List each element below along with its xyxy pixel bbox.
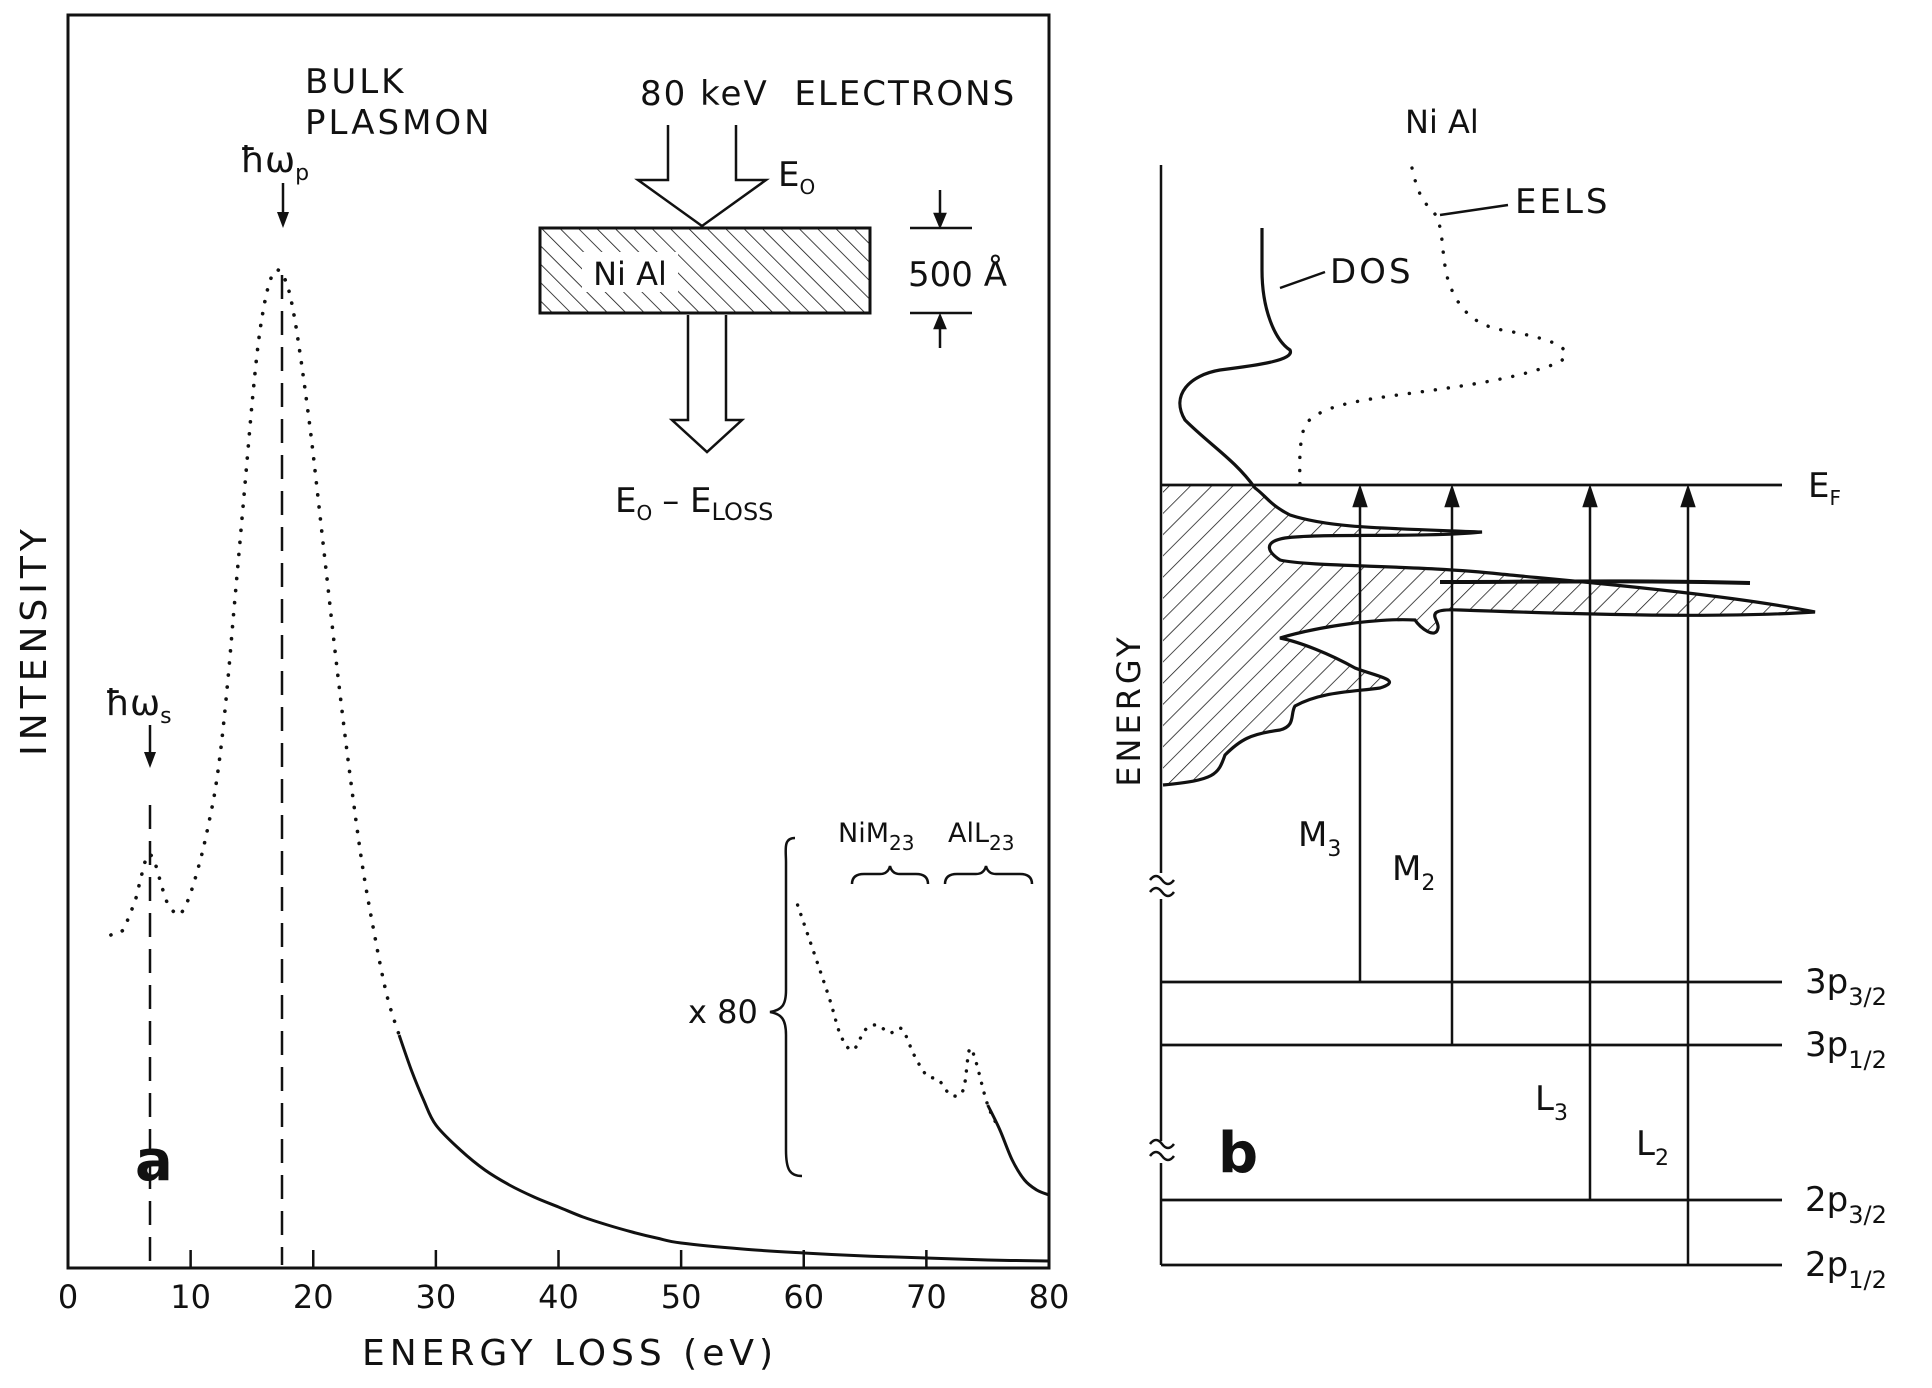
y-axis-label: INTENSITY	[14, 524, 55, 756]
plasmon-label: PLASMON	[305, 103, 493, 143]
panel-b: Ni Al ENERGY EELS DOS EF	[1110, 103, 1887, 1294]
level-3p32-label: 3p3/2	[1805, 962, 1887, 1011]
omega-p-label: ħωp	[240, 140, 309, 186]
x80-brace	[769, 836, 803, 1178]
eels-leader	[1439, 203, 1509, 217]
l2-label: L2	[1636, 1124, 1669, 1171]
spectrum-dotted-curve	[109, 268, 401, 1037]
e0-label: EO	[778, 155, 815, 199]
transition-arrows	[1352, 484, 1696, 1265]
l3-label: L3	[1535, 1079, 1568, 1126]
panel-a-frame	[66, 13, 1051, 1270]
x80-spectrum-dotted	[795, 903, 1002, 1132]
sample-label-bg	[582, 252, 678, 292]
x-axis-tick-labels: 0 10 20 30 40 50 60 70 80	[58, 1278, 1070, 1316]
x-axis-ticks	[66, 1250, 1051, 1268]
x-tick-label: 0	[58, 1278, 78, 1316]
spectrum-solid-tail	[397, 1034, 1050, 1263]
level-3p12-label: 3p1/2	[1805, 1025, 1887, 1074]
core-level-lines	[1161, 980, 1782, 1267]
dos-label: DOS	[1330, 252, 1414, 292]
beam-energy-label: 80 keV ELECTRONS	[640, 74, 1016, 114]
m3-label: M3	[1298, 815, 1341, 862]
ni-edge-label: NiM23	[838, 818, 914, 855]
x-tick-label: 30	[416, 1278, 457, 1316]
bulk-label: BULK	[305, 62, 406, 102]
ni-edge-brace	[850, 865, 930, 885]
dos-curve	[1162, 228, 1816, 787]
fermi-level-label: EF	[1808, 466, 1841, 510]
thickness-label: 500 Å	[908, 254, 1007, 295]
x-tick-label: 10	[170, 1278, 211, 1316]
panel-b-title: Ni Al	[1405, 103, 1479, 141]
sample-label: Ni Al	[593, 255, 667, 293]
energy-axis-label: ENERGY	[1110, 633, 1148, 786]
incident-beam-arrow	[634, 125, 770, 228]
thickness-dimension	[910, 190, 972, 348]
energy-axis	[1149, 165, 1175, 1265]
omega-s-arrow	[144, 725, 156, 768]
x-tick-label: 40	[538, 1278, 579, 1316]
panel-b-letter: b	[1218, 1121, 1258, 1186]
x-tick-label: 20	[293, 1278, 334, 1316]
panel-a: 0 10 20 30 40 50 60 70 80 ENERGY LOSS (eV) INTEN…	[14, 13, 1070, 1374]
x-tick-label: 70	[906, 1278, 947, 1316]
eels-label: EELS	[1515, 182, 1611, 222]
x80-spectrum-solid	[986, 1104, 1050, 1197]
x-tick-label: 50	[661, 1278, 702, 1316]
x80-label: x 80	[688, 993, 758, 1031]
x-axis-label: ENERGY LOSS (eV)	[362, 1333, 778, 1374]
omega-s-label: ħωs	[105, 683, 172, 729]
omega-p-arrow	[277, 183, 289, 228]
output-energy-label: EO – ELOSS	[615, 481, 773, 526]
al-edge-label: AlL23	[948, 818, 1014, 855]
al-edge-brace	[943, 865, 1034, 885]
dos-second-peak	[1439, 579, 1751, 585]
occupied-dos-hatched	[1163, 485, 1815, 785]
x-tick-label: 80	[1029, 1278, 1070, 1316]
transmitted-beam-arrow	[668, 315, 746, 454]
panel-a-letter: a	[135, 1129, 173, 1194]
level-2p32-label: 2p3/2	[1805, 1180, 1887, 1229]
m2-label: M2	[1392, 849, 1435, 896]
x-tick-label: 60	[783, 1278, 824, 1316]
dos-leader	[1279, 270, 1326, 290]
level-2p12-label: 2p1/2	[1805, 1245, 1887, 1294]
